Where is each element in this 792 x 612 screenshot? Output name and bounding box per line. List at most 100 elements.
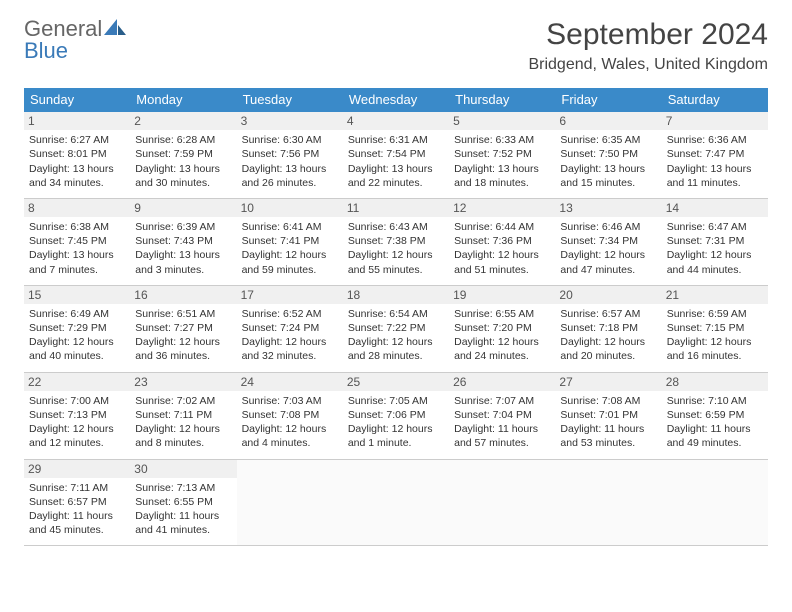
day-number: 17 (237, 286, 343, 304)
day2-text: and 16 minutes. (667, 349, 763, 363)
calendar-day-cell: 8Sunrise: 6:38 AMSunset: 7:45 PMDaylight… (24, 198, 130, 285)
day2-text: and 59 minutes. (242, 263, 338, 277)
sunrise-text: Sunrise: 7:03 AM (242, 394, 338, 408)
day2-text: and 40 minutes. (29, 349, 125, 363)
day1-text: Daylight: 12 hours (667, 335, 763, 349)
sail-icon (104, 18, 126, 40)
sunset-text: Sunset: 8:01 PM (29, 147, 125, 161)
sunrise-text: Sunrise: 7:05 AM (348, 394, 444, 408)
day2-text: and 30 minutes. (135, 176, 231, 190)
day-number: 25 (343, 373, 449, 391)
calendar-day-cell: 7Sunrise: 6:36 AMSunset: 7:47 PMDaylight… (662, 112, 768, 199)
sunset-text: Sunset: 7:15 PM (667, 321, 763, 335)
day1-text: Daylight: 12 hours (242, 248, 338, 262)
calendar-day-cell: 14Sunrise: 6:47 AMSunset: 7:31 PMDayligh… (662, 198, 768, 285)
sunset-text: Sunset: 6:59 PM (667, 408, 763, 422)
sunrise-text: Sunrise: 7:10 AM (667, 394, 763, 408)
calendar-day-cell (555, 459, 661, 546)
calendar-day-cell: 12Sunrise: 6:44 AMSunset: 7:36 PMDayligh… (449, 198, 555, 285)
sunrise-text: Sunrise: 6:54 AM (348, 307, 444, 321)
sunset-text: Sunset: 7:56 PM (242, 147, 338, 161)
day1-text: Daylight: 11 hours (667, 422, 763, 436)
sunrise-text: Sunrise: 6:36 AM (667, 133, 763, 147)
calendar-day-cell: 16Sunrise: 6:51 AMSunset: 7:27 PMDayligh… (130, 285, 236, 372)
calendar-week-row: 29Sunrise: 7:11 AMSunset: 6:57 PMDayligh… (24, 459, 768, 546)
calendar-day-cell: 29Sunrise: 7:11 AMSunset: 6:57 PMDayligh… (24, 459, 130, 546)
sunset-text: Sunset: 7:47 PM (667, 147, 763, 161)
sunset-text: Sunset: 7:06 PM (348, 408, 444, 422)
day2-text: and 1 minute. (348, 436, 444, 450)
day-number: 8 (24, 199, 130, 217)
sunrise-text: Sunrise: 7:11 AM (29, 481, 125, 495)
calendar-day-cell (449, 459, 555, 546)
sunrise-text: Sunrise: 6:52 AM (242, 307, 338, 321)
day-number: 26 (449, 373, 555, 391)
weekday-header: Thursday (449, 88, 555, 112)
day-number: 28 (662, 373, 768, 391)
day2-text: and 41 minutes. (135, 523, 231, 537)
sunset-text: Sunset: 7:27 PM (135, 321, 231, 335)
calendar-day-cell (662, 459, 768, 546)
sunrise-text: Sunrise: 6:33 AM (454, 133, 550, 147)
calendar-day-cell: 27Sunrise: 7:08 AMSunset: 7:01 PMDayligh… (555, 372, 661, 459)
day-number: 20 (555, 286, 661, 304)
weekday-header: Saturday (662, 88, 768, 112)
calendar-week-row: 1Sunrise: 6:27 AMSunset: 8:01 PMDaylight… (24, 112, 768, 199)
day1-text: Daylight: 12 hours (348, 335, 444, 349)
calendar-day-cell: 24Sunrise: 7:03 AMSunset: 7:08 PMDayligh… (237, 372, 343, 459)
day1-text: Daylight: 12 hours (560, 335, 656, 349)
day1-text: Daylight: 13 hours (667, 162, 763, 176)
sunrise-text: Sunrise: 7:08 AM (560, 394, 656, 408)
day1-text: Daylight: 13 hours (135, 162, 231, 176)
day2-text: and 15 minutes. (560, 176, 656, 190)
day-number: 4 (343, 112, 449, 130)
calendar-day-cell: 28 Sunrise: 7:10 AMSunset: 6:59 PMDayligh… (662, 372, 768, 459)
day2-text: and 22 minutes. (348, 176, 444, 190)
brand-word1: General (24, 18, 102, 40)
day2-text: and 47 minutes. (560, 263, 656, 277)
day1-text: Daylight: 12 hours (242, 422, 338, 436)
sunset-text: Sunset: 7:45 PM (29, 234, 125, 248)
calendar-day-cell: 11Sunrise: 6:43 AMSunset: 7:38 PMDayligh… (343, 198, 449, 285)
weekday-header: Monday (130, 88, 236, 112)
sunrise-text: Sunrise: 6:28 AM (135, 133, 231, 147)
day1-text: Daylight: 11 hours (560, 422, 656, 436)
sunset-text: Sunset: 7:38 PM (348, 234, 444, 248)
calendar-week-row: 8Sunrise: 6:38 AMSunset: 7:45 PMDaylight… (24, 198, 768, 285)
sunrise-text: Sunrise: 6:44 AM (454, 220, 550, 234)
sunrise-text: Sunrise: 6:51 AM (135, 307, 231, 321)
sunset-text: Sunset: 7:36 PM (454, 234, 550, 248)
calendar-day-cell: 9Sunrise: 6:39 AMSunset: 7:43 PMDaylight… (130, 198, 236, 285)
day2-text: and 12 minutes. (29, 436, 125, 450)
day1-text: Daylight: 12 hours (454, 335, 550, 349)
calendar-table: Sunday Monday Tuesday Wednesday Thursday… (24, 88, 768, 546)
day1-text: Daylight: 13 hours (29, 248, 125, 262)
day2-text: and 7 minutes. (29, 263, 125, 277)
sunset-text: Sunset: 6:55 PM (135, 495, 231, 509)
sunrise-text: Sunrise: 6:55 AM (454, 307, 550, 321)
day-number: 24 (237, 373, 343, 391)
sunset-text: Sunset: 7:50 PM (560, 147, 656, 161)
calendar-day-cell: 26Sunrise: 7:07 AMSunset: 7:04 PMDayligh… (449, 372, 555, 459)
calendar-day-cell: 22Sunrise: 7:00 AMSunset: 7:13 PMDayligh… (24, 372, 130, 459)
day2-text: and 44 minutes. (667, 263, 763, 277)
day1-text: Daylight: 12 hours (560, 248, 656, 262)
sunset-text: Sunset: 7:31 PM (667, 234, 763, 248)
sunrise-text: Sunrise: 6:30 AM (242, 133, 338, 147)
day2-text: and 18 minutes. (454, 176, 550, 190)
calendar-week-row: 15Sunrise: 6:49 AMSunset: 7:29 PMDayligh… (24, 285, 768, 372)
day1-text: Daylight: 12 hours (29, 335, 125, 349)
day2-text: and 45 minutes. (29, 523, 125, 537)
sunrise-text: Sunrise: 7:13 AM (135, 481, 231, 495)
sunrise-text: Sunrise: 6:43 AM (348, 220, 444, 234)
day1-text: Daylight: 13 hours (348, 162, 444, 176)
day-number: 9 (130, 199, 236, 217)
calendar-day-cell: 1Sunrise: 6:27 AMSunset: 8:01 PMDaylight… (24, 112, 130, 199)
day2-text: and 8 minutes. (135, 436, 231, 450)
month-title: September 2024 (528, 18, 768, 52)
day2-text: and 4 minutes. (242, 436, 338, 450)
sunrise-text: Sunrise: 7:07 AM (454, 394, 550, 408)
sunset-text: Sunset: 7:59 PM (135, 147, 231, 161)
day-number: 27 (555, 373, 661, 391)
day1-text: Daylight: 12 hours (348, 248, 444, 262)
